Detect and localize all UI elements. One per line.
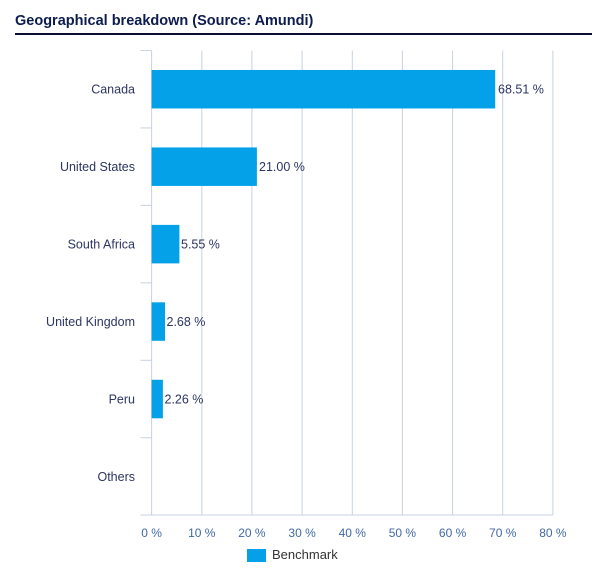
svg-text:30 %: 30 %: [288, 526, 316, 540]
svg-text:68.51 %: 68.51 %: [498, 83, 544, 97]
svg-text:20 %: 20 %: [238, 526, 266, 540]
svg-text:21.00 %: 21.00 %: [259, 160, 305, 174]
svg-text:Benchmark: Benchmark: [272, 547, 338, 562]
svg-text:Others: Others: [97, 470, 135, 484]
svg-text:0 %: 0 %: [141, 526, 162, 540]
svg-text:5.55 %: 5.55 %: [181, 237, 220, 251]
svg-text:South Africa: South Africa: [68, 237, 135, 251]
svg-text:2.68 %: 2.68 %: [167, 315, 206, 329]
svg-text:60 %: 60 %: [439, 526, 467, 540]
svg-text:United States: United States: [60, 160, 135, 174]
svg-text:Peru: Peru: [109, 392, 135, 406]
svg-text:70 %: 70 %: [489, 526, 517, 540]
svg-text:Canada: Canada: [91, 83, 135, 97]
svg-text:40 %: 40 %: [339, 526, 367, 540]
svg-text:50 %: 50 %: [389, 526, 417, 540]
svg-text:2.26 %: 2.26 %: [165, 392, 204, 406]
svg-text:10 %: 10 %: [188, 526, 216, 540]
svg-text:United Kingdom: United Kingdom: [46, 315, 135, 329]
svg-text:80 %: 80 %: [539, 526, 567, 540]
